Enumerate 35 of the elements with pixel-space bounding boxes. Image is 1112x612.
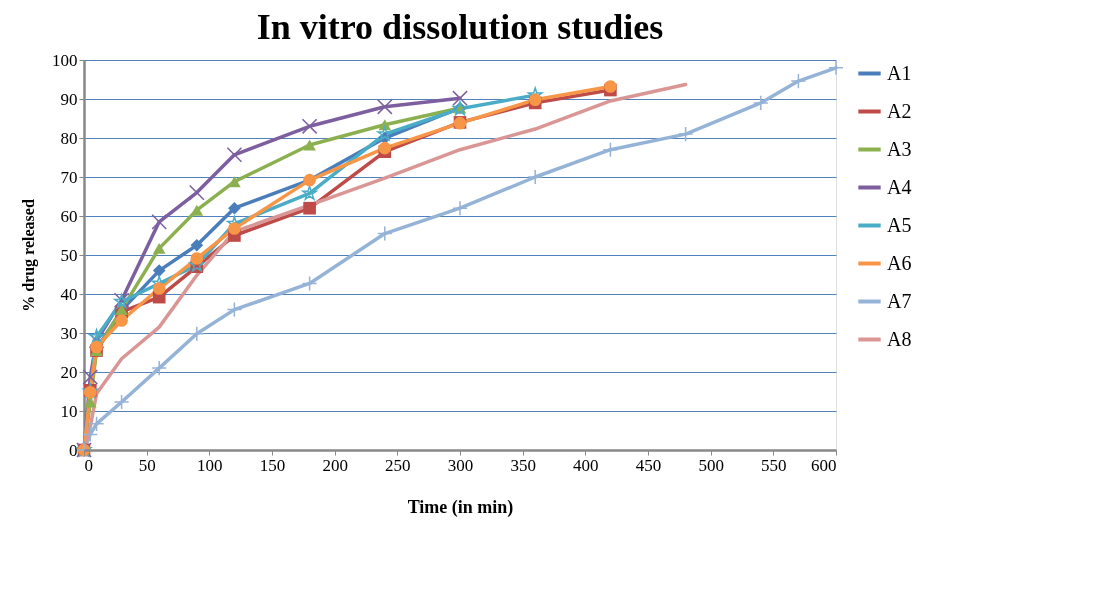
legend-label: A1 — [887, 61, 912, 84]
x-tick-label: 400 — [573, 455, 599, 475]
x-tick-label: 100 — [197, 455, 223, 475]
x-tick-label: 250 — [385, 455, 411, 475]
x-tick-label: 150 — [259, 455, 286, 475]
y-tick-label: 10 — [60, 401, 78, 421]
x-axis-title: Time (in min) — [407, 496, 514, 518]
x-tick-label: 0 — [84, 455, 93, 475]
x-tick-label: 200 — [322, 455, 348, 475]
x-tick-label: 350 — [510, 455, 536, 475]
x-tick-label: 450 — [635, 455, 662, 475]
y-tick-label: 100 — [52, 50, 78, 70]
x-tick-label: 50 — [138, 455, 156, 475]
y-tick-label: 20 — [60, 362, 78, 382]
x-tick-label: 300 — [447, 455, 474, 475]
y-tick-label: 40 — [60, 284, 78, 304]
chart-title: In vitro dissolution studies — [256, 7, 664, 47]
y-tick-label: 30 — [60, 323, 78, 343]
y-tick-label: 70 — [60, 167, 78, 187]
y-tick-label: 0 — [69, 440, 78, 460]
legend-label: A6 — [887, 251, 912, 274]
y-tick-label: 90 — [60, 89, 78, 109]
legend-label: A7 — [887, 289, 912, 312]
legend-label: A4 — [887, 175, 912, 198]
x-tick-label: 600 — [811, 455, 837, 475]
legend-label: A8 — [887, 327, 912, 350]
y-tick-label: 60 — [60, 206, 78, 226]
y-tick-label: 50 — [60, 245, 78, 265]
y-tick-label: 80 — [60, 128, 78, 148]
legend-label: A5 — [887, 213, 912, 236]
x-tick-label: 550 — [761, 455, 787, 475]
y-axis-title: % drug released — [20, 199, 38, 312]
legend-label: A2 — [887, 99, 912, 122]
x-tick-label: 500 — [698, 455, 724, 475]
legend-label: A3 — [887, 137, 912, 160]
